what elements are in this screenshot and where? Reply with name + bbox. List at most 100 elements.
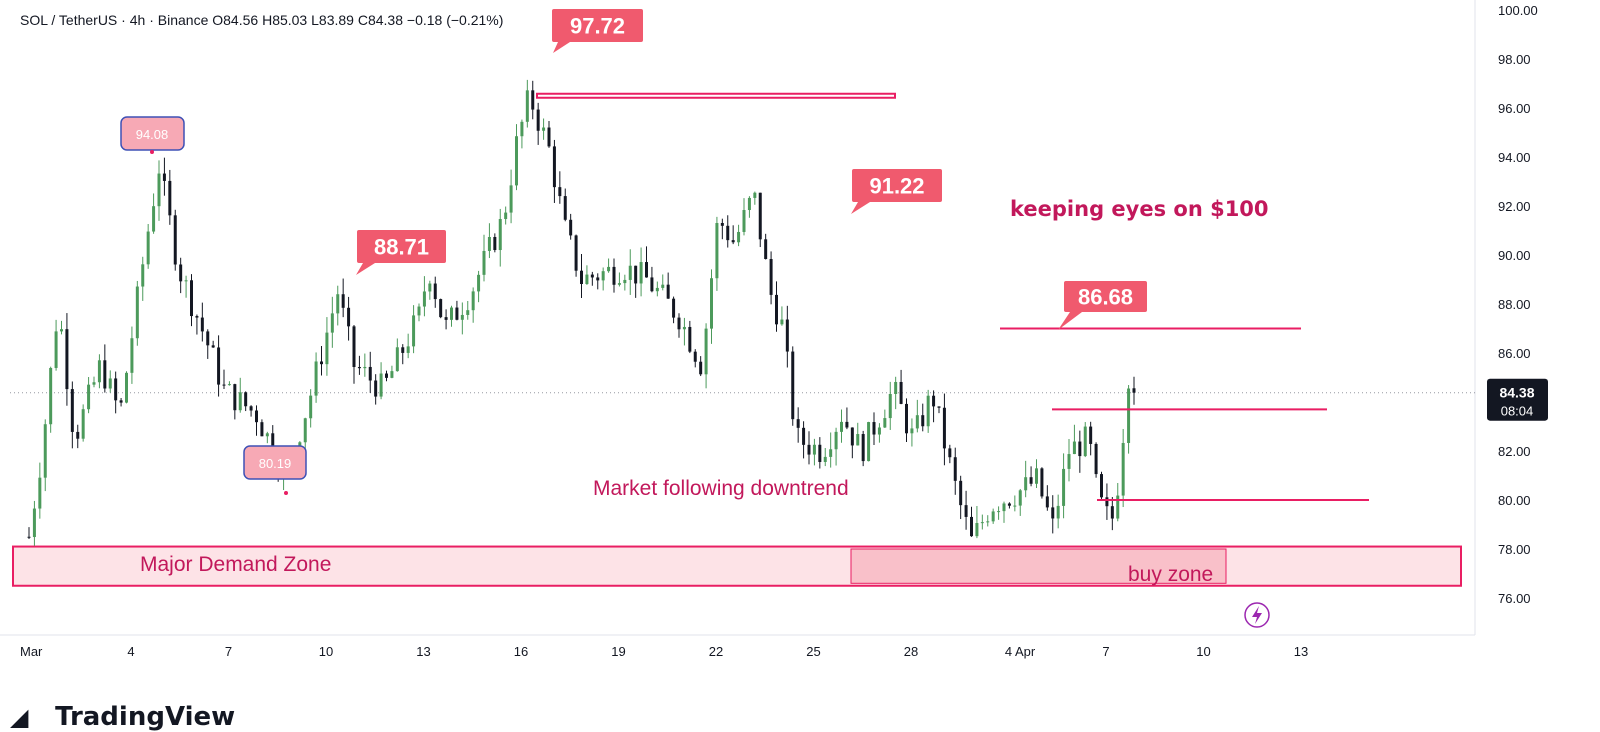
- x-tick-label: Apr: [1015, 644, 1036, 659]
- candle-body: [162, 173, 166, 181]
- candle-body: [997, 511, 1001, 513]
- candle-body: [363, 366, 367, 369]
- x-tick-label: 7: [225, 644, 232, 659]
- candle-body: [829, 449, 833, 457]
- candle-body: [1056, 505, 1060, 519]
- candle-body: [612, 266, 616, 285]
- candle-body: [211, 345, 215, 348]
- candle-body: [70, 389, 74, 432]
- candle-body: [504, 212, 508, 220]
- candle-body: [325, 332, 329, 365]
- candle-body: [520, 121, 524, 137]
- brand[interactable]: ◢ TradingView: [10, 702, 235, 732]
- candle-body: [249, 406, 253, 411]
- x-tick-label: 4: [1005, 644, 1012, 659]
- exchange-label: Binance: [157, 12, 209, 28]
- swing-high-label: 94.08: [136, 127, 169, 142]
- candle-body: [877, 427, 881, 435]
- candle-body: [953, 457, 957, 481]
- candle-body: [92, 382, 96, 385]
- candle-body: [347, 307, 351, 327]
- candle-body: [206, 331, 210, 346]
- interval-label[interactable]: 4h: [129, 12, 146, 28]
- candle-body: [482, 250, 486, 275]
- swing-low-dot: [284, 491, 288, 495]
- candle-body: [1062, 468, 1066, 506]
- candle-body: [942, 407, 946, 449]
- candle-body: [238, 392, 242, 411]
- y-tick-label: 80.00: [1498, 493, 1531, 508]
- candle-body: [1024, 477, 1028, 491]
- candle-body: [720, 222, 724, 226]
- candle-body: [406, 346, 410, 353]
- candle-body: [509, 185, 513, 213]
- candle-body: [135, 286, 139, 339]
- candle-body: [693, 351, 697, 362]
- y-tick-label: 94.00: [1498, 150, 1531, 165]
- x-tick-label: 22: [709, 644, 723, 659]
- candle-body: [309, 395, 313, 419]
- candle-body: [444, 317, 448, 320]
- close-value: C84.38: [357, 12, 403, 28]
- candle-body: [1002, 503, 1006, 512]
- candle-body: [81, 409, 85, 439]
- x-tick-label: Mar: [20, 644, 43, 659]
- candle-body: [1094, 443, 1098, 475]
- candle-body: [1029, 477, 1033, 484]
- annotation-downtrend: Market following downtrend: [593, 477, 849, 500]
- candle-body: [785, 319, 789, 352]
- candle-body: [1018, 490, 1022, 506]
- candle-body: [699, 361, 703, 375]
- candle-body: [498, 219, 502, 251]
- candle-body: [157, 173, 161, 207]
- candle-body: [368, 366, 372, 381]
- candle-body: [737, 231, 741, 243]
- x-tick-label: 10: [319, 644, 333, 659]
- candle-body: [471, 291, 475, 311]
- candle-body: [60, 329, 63, 332]
- y-tick-label: 82.00: [1498, 444, 1531, 459]
- candle-body: [791, 351, 795, 420]
- candle-body: [1083, 426, 1087, 457]
- separator: ·: [149, 12, 154, 28]
- candle-body: [899, 381, 903, 404]
- candle-body: [807, 444, 811, 455]
- candle-body: [515, 136, 518, 186]
- y-tick-label: 100.00: [1498, 3, 1538, 18]
- x-tick-label: 25: [806, 644, 820, 659]
- candle-body: [195, 316, 199, 318]
- candle-body: [856, 434, 860, 446]
- y-tick-label: 78.00: [1498, 542, 1531, 557]
- candle-body: [861, 434, 865, 462]
- candle-body: [948, 448, 952, 458]
- candle-body: [352, 326, 356, 368]
- y-tick-label: 92.00: [1498, 199, 1531, 214]
- candle-body: [596, 277, 600, 281]
- candle-body: [590, 274, 594, 278]
- candle-body: [27, 536, 31, 538]
- candle-body: [607, 266, 611, 272]
- y-tick-label: 88.00: [1498, 297, 1531, 312]
- annotation-buy-zone: buy zone: [1128, 563, 1213, 586]
- candle-body: [959, 480, 963, 506]
- candle-body: [639, 262, 643, 284]
- candle-body: [926, 395, 930, 427]
- swing-low-box: [243, 445, 307, 480]
- candle-body: [910, 428, 914, 434]
- candle-body: [233, 384, 237, 411]
- candle-body: [114, 378, 118, 401]
- candle-body: [433, 283, 437, 300]
- candle-body: [775, 294, 778, 325]
- y-tick-label: 96.00: [1498, 101, 1531, 116]
- candle-body: [130, 338, 134, 373]
- candle-body: [460, 314, 464, 320]
- price-label-86-68: 86.68: [1078, 285, 1133, 310]
- candle-body: [650, 277, 654, 292]
- symbol-name[interactable]: SOL / TetherUS: [20, 12, 118, 28]
- price-label-86-68-bg: [1064, 281, 1147, 312]
- price-badge: [1487, 378, 1548, 421]
- candle-body: [823, 456, 827, 462]
- candle-body: [179, 264, 183, 282]
- candle-body: [628, 265, 632, 280]
